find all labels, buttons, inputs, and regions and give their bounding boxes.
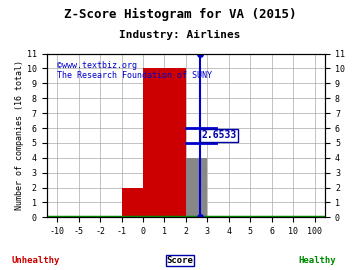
- Bar: [122, 188, 143, 217]
- Text: Healthy: Healthy: [298, 256, 336, 265]
- Text: ©www.textbiz.org: ©www.textbiz.org: [58, 61, 138, 70]
- Text: Industry: Airlines: Industry: Airlines: [119, 30, 241, 40]
- Bar: [143, 69, 186, 217]
- Y-axis label: Number of companies (16 total): Number of companies (16 total): [15, 60, 24, 211]
- Text: Unhealthy: Unhealthy: [12, 256, 60, 265]
- Text: Z-Score Histogram for VA (2015): Z-Score Histogram for VA (2015): [64, 8, 296, 21]
- Text: Score: Score: [167, 256, 193, 265]
- Bar: [186, 158, 207, 217]
- Text: The Research Foundation of SUNY: The Research Foundation of SUNY: [58, 72, 212, 80]
- Text: 2.6533: 2.6533: [202, 130, 237, 140]
